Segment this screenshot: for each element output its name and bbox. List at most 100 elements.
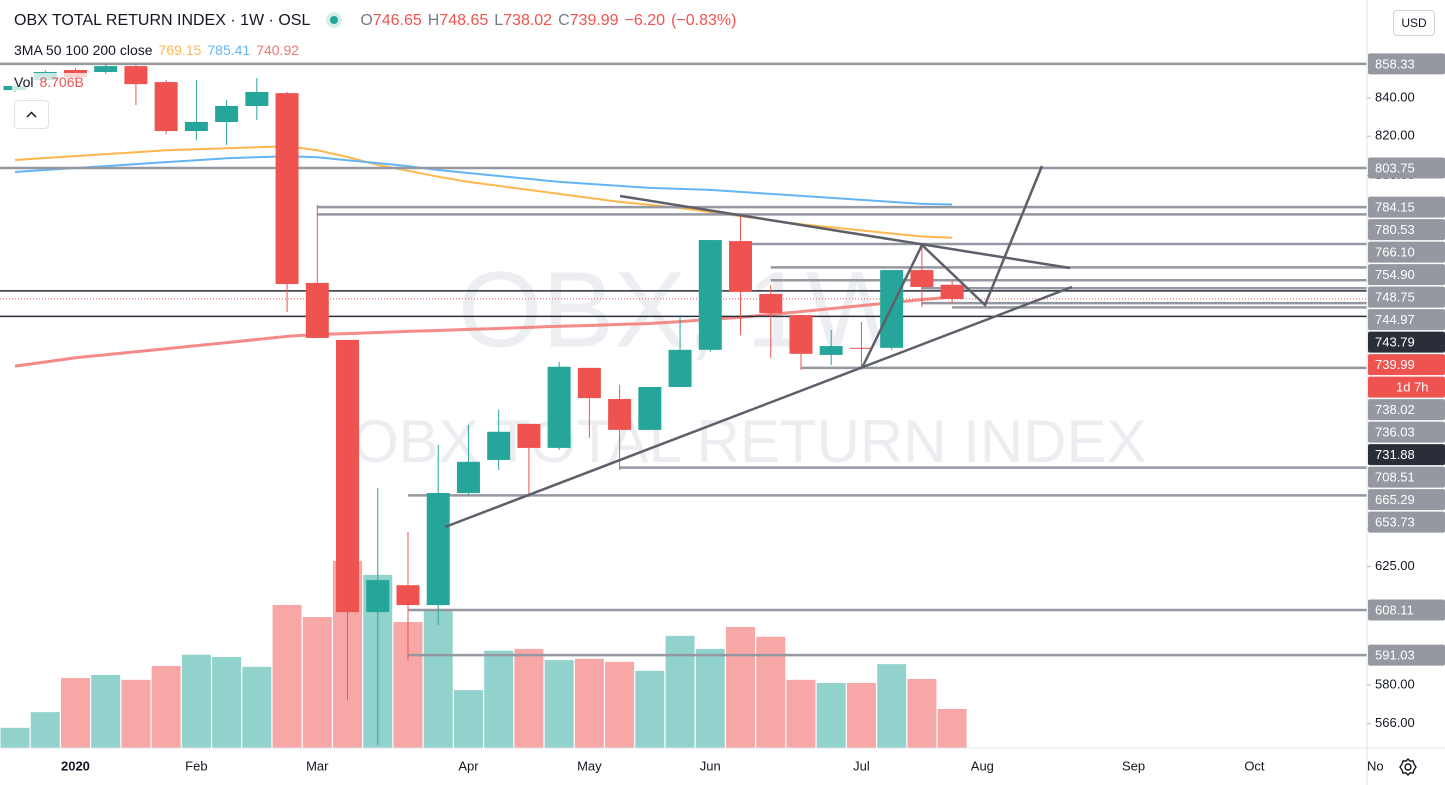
x-tick-label: Oct — [1244, 758, 1265, 773]
y-tick-label: 566.00 — [1375, 715, 1415, 730]
volume-bar — [181, 654, 211, 748]
axis-layer: 2020 Feb Mar Apr May Jun Jul Aug Sep Oct No 566.00 5… — [61, 53, 1445, 773]
candle-body — [366, 580, 390, 613]
volume-bar — [937, 708, 967, 748]
candle-body — [154, 82, 178, 132]
price-label: 665.29 — [1375, 492, 1415, 507]
gear-center — [1404, 763, 1412, 771]
x-tick-label: No — [1367, 758, 1384, 773]
candle-body — [456, 461, 480, 494]
symbol-title: OBX TOTAL RETURN INDEX · 1W · OSL — [14, 12, 311, 29]
y-tick-label: 820.00 — [1375, 128, 1415, 143]
x-tick-label: Aug — [971, 758, 994, 773]
candle-body — [124, 66, 148, 85]
volume-title: Vol — [14, 74, 34, 90]
price-label-box — [1368, 309, 1445, 331]
volume-bar — [514, 648, 544, 748]
legend-main: OBX TOTAL RETURN INDEX · 1W · OSL O746.65… — [14, 12, 742, 30]
ohlc-value: 739.99 — [569, 12, 619, 29]
candle-body — [759, 293, 783, 314]
price-label-box — [1368, 354, 1445, 376]
y-tick-label: 840.00 — [1375, 89, 1415, 104]
volume-bar — [605, 661, 635, 748]
volume-value: 8.706B — [39, 74, 84, 90]
candle-body — [94, 66, 118, 73]
candle-body — [487, 431, 511, 460]
volume-bar — [272, 604, 302, 748]
x-tick-label: Feb — [185, 758, 207, 773]
collapse-button[interactable] — [14, 100, 49, 129]
volume-bar — [756, 636, 786, 748]
price-label: 591.03 — [1375, 648, 1415, 663]
trend-pattern — [860, 165, 1044, 369]
volume-layer — [0, 561, 967, 748]
countdown-label: 1d 7h — [1396, 380, 1429, 395]
volume-bar — [423, 609, 453, 748]
price-label: 739.99 — [1375, 357, 1415, 372]
price-label: 803.75 — [1375, 160, 1415, 175]
currency-button[interactable]: USD — [1393, 10, 1435, 36]
trend-lines — [444, 165, 1073, 529]
legend-volume: Vol 8.706B — [12, 73, 92, 91]
candle-layer — [3, 64, 964, 745]
volume-bar — [212, 656, 242, 748]
price-label: 754.90 — [1375, 267, 1415, 282]
volume-bar — [907, 678, 937, 748]
candle-body — [275, 93, 299, 284]
price-label: 736.03 — [1375, 425, 1415, 440]
volume-bar — [60, 678, 90, 748]
volume-bar — [302, 617, 332, 748]
volume-bar — [484, 650, 514, 748]
volume-bar — [242, 666, 272, 748]
price-label: 708.51 — [1375, 470, 1415, 485]
price-label-box — [1368, 421, 1445, 443]
price-label-box — [1368, 196, 1445, 218]
ohlc-value: 748.65 — [439, 12, 489, 29]
x-tick-label: Jul — [853, 758, 870, 773]
watermark-title: OBX TOTAL RETURN INDEX — [352, 408, 1147, 475]
price-label: 743.79 — [1375, 335, 1415, 350]
price-label-box — [1368, 157, 1445, 179]
x-tick-label: Jun — [700, 758, 721, 773]
moving-average — [14, 295, 953, 368]
price-label: 731.88 — [1375, 447, 1415, 462]
price-label-box — [1368, 219, 1445, 241]
change-percent: (−0.83%) — [671, 12, 737, 29]
candle-body — [517, 423, 541, 448]
candle-body — [547, 366, 571, 448]
x-tick-label: 2020 — [61, 758, 90, 773]
price-label-box — [1368, 53, 1445, 75]
x-tick-label: Apr — [458, 758, 479, 773]
price-label: 744.97 — [1375, 312, 1415, 327]
x-tick-label: May — [577, 758, 602, 773]
y-tick-label: 580.00 — [1375, 676, 1415, 691]
candle-body — [698, 240, 722, 350]
volume-bar — [121, 679, 151, 748]
candle-body — [426, 493, 450, 606]
ohlc-key: O — [360, 12, 373, 29]
ma-value: 769.15 — [158, 42, 202, 58]
volume-bar — [846, 682, 876, 748]
candle-body — [789, 315, 813, 354]
price-label-box — [1368, 286, 1445, 308]
gear-outline — [1399, 758, 1417, 776]
volume-bar — [816, 682, 846, 748]
candle-body — [305, 282, 329, 338]
price-label-box — [1368, 489, 1445, 511]
trend-line — [444, 285, 1073, 529]
volume-bar — [665, 635, 695, 748]
price-label: 608.11 — [1375, 602, 1414, 617]
settings-icon[interactable] — [1399, 758, 1417, 776]
candle-body — [184, 121, 208, 132]
trend-line — [619, 194, 1071, 270]
candle-body — [668, 349, 692, 387]
candle-body — [215, 105, 239, 122]
price-label: 858.33 — [1375, 56, 1415, 71]
ma-title: 3MA 50 100 200 close — [14, 42, 153, 58]
price-label-box — [1368, 644, 1445, 666]
ohlc-value: 738.02 — [503, 12, 553, 29]
volume-bar — [30, 712, 60, 748]
candle-body — [819, 346, 843, 355]
